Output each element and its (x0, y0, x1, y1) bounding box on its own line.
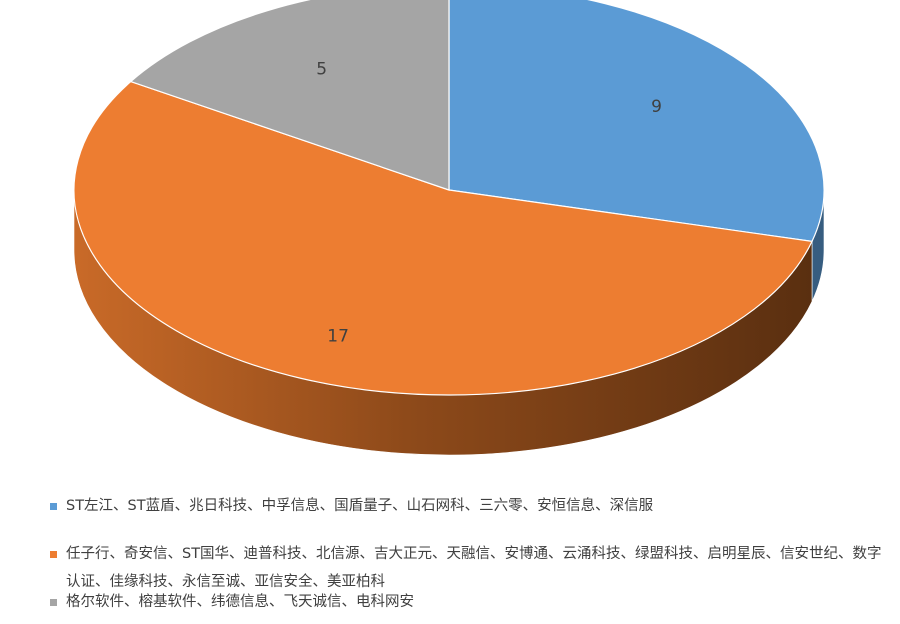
legend-marker (50, 551, 57, 558)
legend-label: ST左江、ST蓝盾、兆日科技、中孚信息、国盾量子、山石网科、三六零、安恒信息、深… (66, 498, 654, 514)
pie-slice (73, 80, 813, 396)
pie-plot-area: 9 17 5 (73, 0, 825, 456)
legend-item: ST左江、ST蓝盾、兆日科技、中孚信息、国盾量子、山石网科、三六零、安恒信息、深… (48, 492, 653, 520)
legend-marker (50, 599, 57, 606)
pie-slice (129, 0, 450, 191)
data-label: 9 (651, 97, 662, 117)
legend-item: 任子行、奇安信、ST国华、迪普科技、北信源、吉大正元、天融信、安博通、云涌科技、… (48, 540, 888, 596)
legend-label: 格尔软件、榕基软件、纬德信息、飞天诚信、电科网安 (66, 594, 414, 610)
data-label: 17 (327, 326, 349, 346)
pie-slice (448, 0, 825, 243)
data-label: 5 (316, 60, 327, 80)
legend-label: 任子行、奇安信、ST国华、迪普科技、北信源、吉大正元、天融信、安博通、云涌科技、… (66, 546, 882, 590)
legend-item: 格尔软件、榕基软件、纬德信息、飞天诚信、电科网安 (48, 588, 414, 616)
legend-marker (50, 503, 57, 510)
